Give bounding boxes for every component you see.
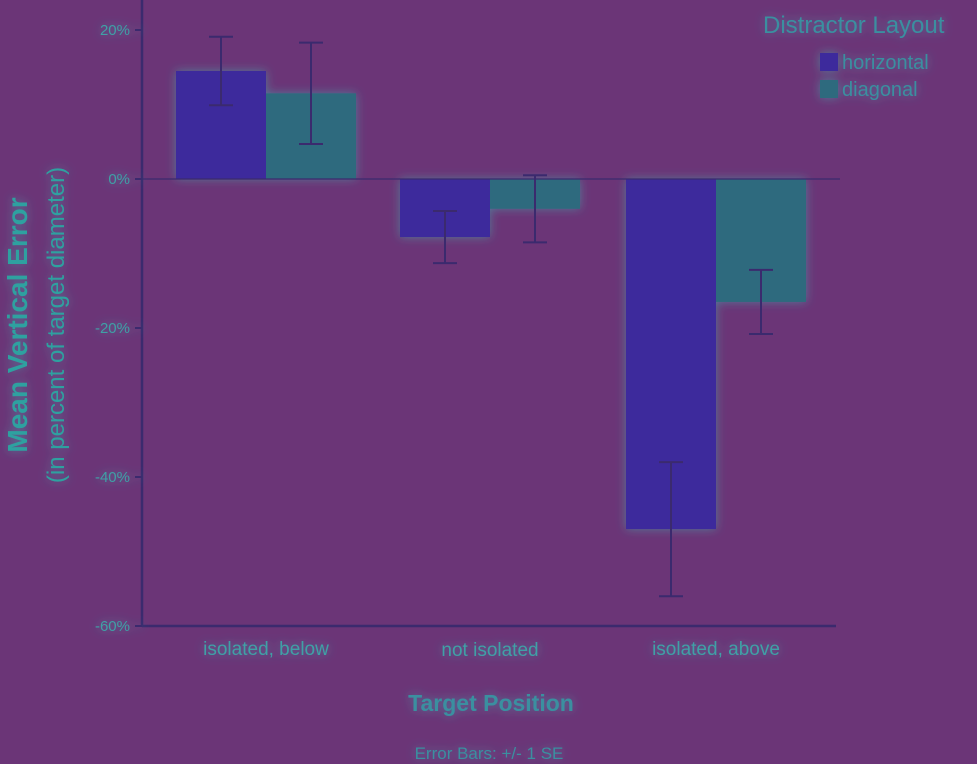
- error-bar-diagonal-isolated-above: [749, 268, 773, 335]
- error-bar-note: Error Bars: +/- 1 SE: [415, 744, 564, 763]
- y-axis-title: Mean Vertical Error (in percent of targe…: [2, 167, 70, 483]
- legend-label-diagonal: diagonal: [842, 79, 918, 101]
- x-category-isolated-above: isolated, above: [652, 639, 780, 660]
- x-category-isolated-below: isolated, below: [203, 639, 329, 660]
- y-tick-label: -40%: [95, 469, 130, 486]
- y-tick-label: 20%: [100, 22, 130, 39]
- legend-title: Distractor Layout: [763, 12, 945, 39]
- x-axis-label: Target Position: [408, 690, 574, 716]
- legend-swatch-horizontal: [820, 53, 838, 71]
- y-axis-sublabel: (in percent of target diameter): [43, 167, 70, 483]
- legend-items: horizontal diagonal: [820, 52, 929, 101]
- y-tick-label: -20%: [95, 320, 130, 337]
- error-bar-horizontal-not-isolated: [433, 210, 457, 265]
- y-tick-label: 0%: [108, 171, 130, 188]
- error-bar-horizontal-isolated-below: [209, 35, 233, 107]
- legend: Distractor Layout horizontal diagonal: [763, 12, 945, 101]
- error-bar-diagonal-isolated-below: [299, 41, 323, 145]
- legend-swatch-diagonal: [820, 80, 838, 98]
- error-bar-diagonal-not-isolated: [523, 174, 547, 244]
- legend-label-horizontal: horizontal: [842, 52, 929, 74]
- error-bars: [209, 35, 773, 598]
- y-ticks: 20% 0% -20% -40% -60%: [95, 22, 142, 635]
- bars: [176, 70, 806, 530]
- axes: [140, 0, 840, 628]
- x-category-labels: isolated, below not isolated isolated, abo…: [203, 639, 780, 661]
- x-category-not-isolated: not isolated: [441, 640, 538, 661]
- y-tick-label: -60%: [95, 618, 130, 635]
- error-bar-horizontal-isolated-above: [659, 461, 683, 598]
- y-axis-label: Mean Vertical Error: [2, 197, 33, 452]
